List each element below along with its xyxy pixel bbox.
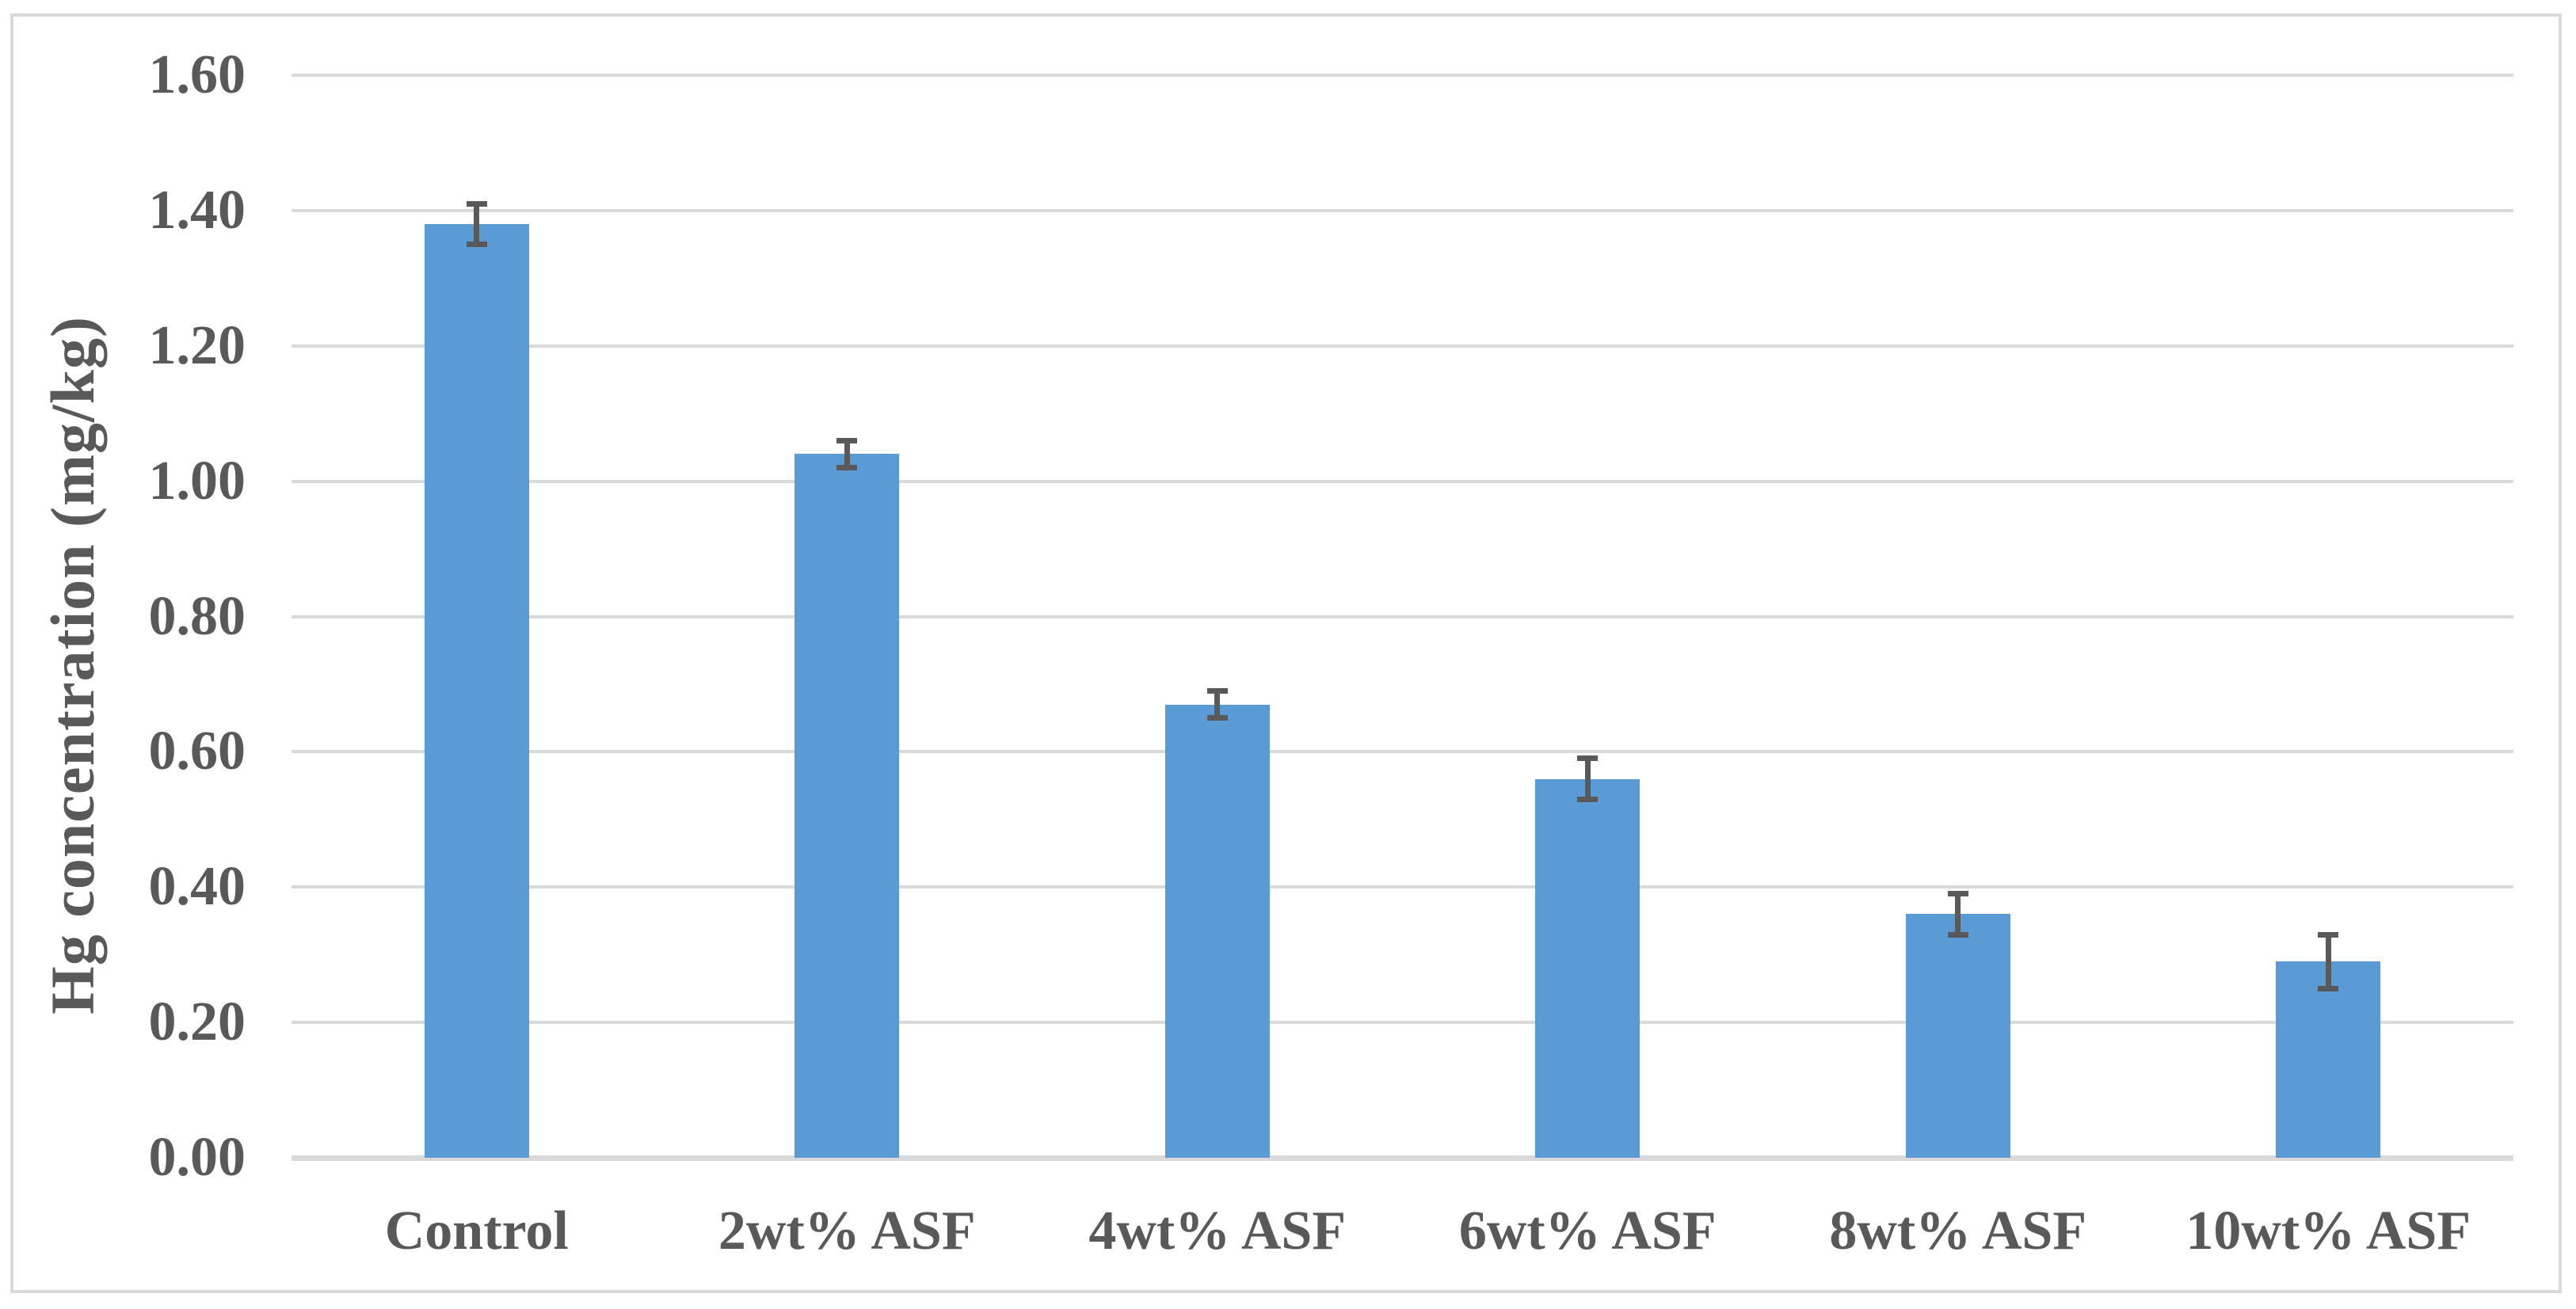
bar [1164,704,1270,1158]
error-bar-bottom-cap [836,465,858,471]
y-tick-label: 1.60 [148,44,246,105]
y-tick-label: 1.40 [148,179,246,241]
error-bar [1214,691,1221,718]
x-category-label: 10wt% ASF [2185,1201,2471,1261]
bar [795,454,900,1158]
x-category-label: Control [384,1201,569,1261]
error-bar-top-cap [1206,687,1228,694]
error-bar [474,204,480,245]
y-tick-label: 1.20 [148,314,246,376]
x-category-label: 2wt% ASF [718,1201,976,1261]
error-bar-bottom-cap [2318,985,2339,991]
chart-frame [10,13,2562,1293]
error-bar [2325,934,2331,989]
gridline [292,750,2513,754]
x-category-label: 8wt% ASF [1829,1201,2087,1261]
error-bar-bottom-cap [1947,931,1968,938]
error-bar-top-cap [466,200,487,207]
error-bar-top-cap [1947,891,1968,897]
gridline [292,479,2513,483]
error-bar [1584,758,1591,800]
error-bar [844,440,850,468]
y-tick-label: 0.60 [148,721,246,782]
error-bar-top-cap [1577,755,1599,762]
y-tick-label: 1.00 [148,450,246,512]
x-category-label: 6wt% ASF [1458,1201,1717,1261]
gridline [292,615,2513,618]
gridline [292,208,2513,212]
x-axis-line [292,1155,2513,1161]
gridline [292,344,2513,348]
error-bar-bottom-cap [1577,796,1599,802]
gridline [292,885,2513,889]
y-tick-label: 0.80 [148,585,246,647]
error-bar-bottom-cap [466,242,487,248]
gridline [292,74,2513,77]
x-category-label: 4wt% ASF [1088,1201,1347,1261]
gridline [292,1021,2513,1025]
y-tick-label: 0.00 [148,1127,246,1188]
bar [2276,961,2381,1158]
y-tick-label: 0.20 [148,991,246,1053]
bar [1535,778,1640,1158]
bar [1905,914,2010,1158]
error-bar [1955,893,1961,935]
error-bar-bottom-cap [1206,715,1228,721]
y-tick-label: 0.40 [148,856,246,918]
bar [424,223,529,1158]
error-bar-top-cap [836,437,858,443]
error-bar-top-cap [2318,931,2339,938]
